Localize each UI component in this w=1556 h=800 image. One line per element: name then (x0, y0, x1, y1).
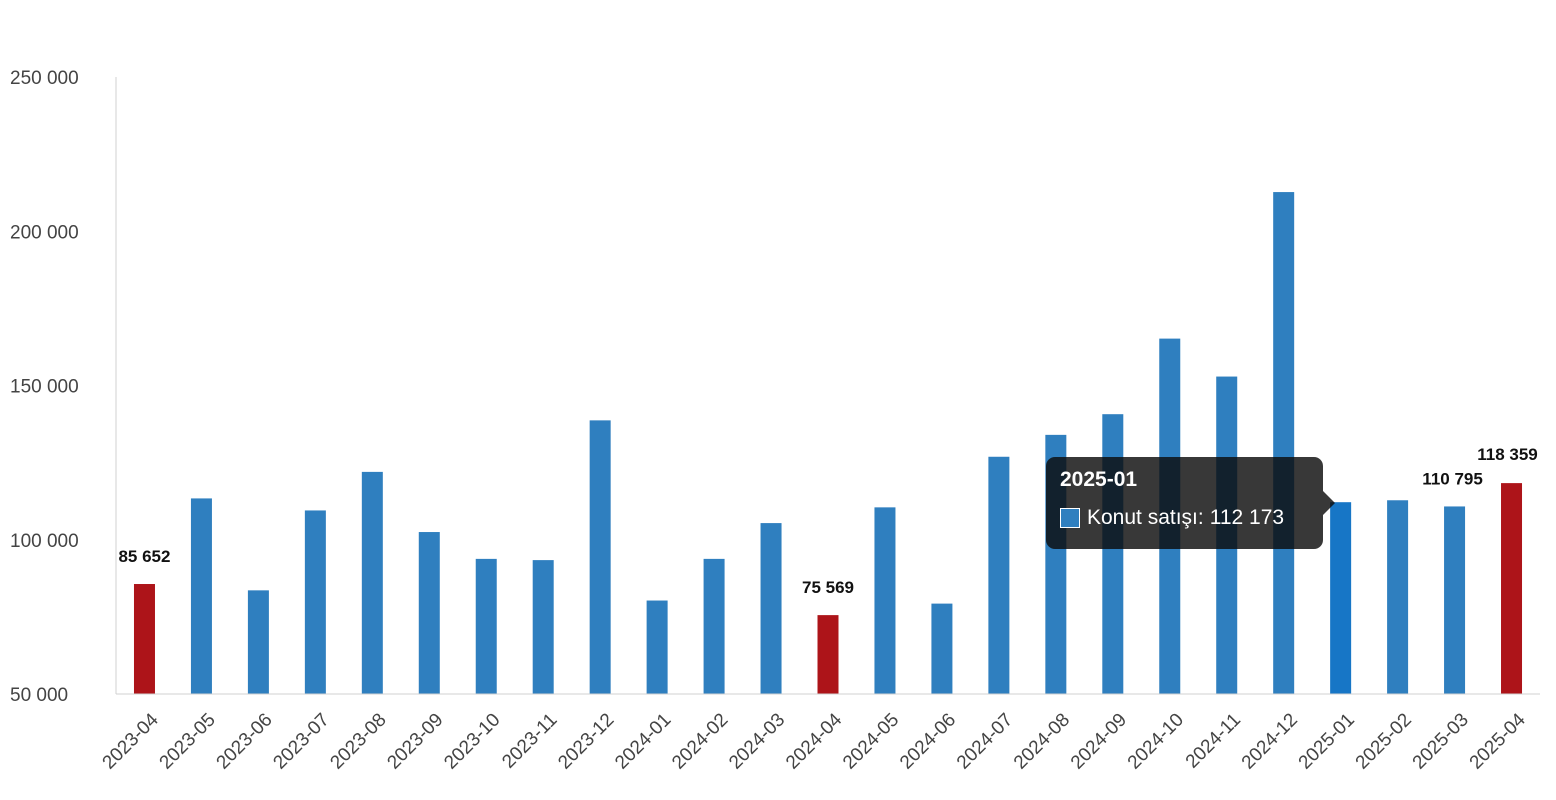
tooltip-row: Konut satışı: 112 173 (1060, 507, 1309, 529)
x-tick-label: 2023-04 (99, 709, 163, 773)
x-tick-label: 2024-02 (668, 709, 732, 773)
series-swatch-icon (1060, 508, 1080, 528)
tooltip-series-label: Konut satışı: (1087, 506, 1204, 529)
x-tick-label: 2024-04 (782, 709, 846, 773)
y-tick-label: 250 000 (10, 68, 79, 89)
bar-2024-06[interactable] (931, 603, 953, 694)
x-axis: 2023-042023-052023-062023-072023-082023-… (99, 693, 1540, 774)
x-tick-label: 2024-06 (896, 709, 960, 773)
x-tick-label: 2024-03 (725, 709, 789, 773)
bar-2025-01[interactable] (1330, 502, 1352, 694)
x-tick-label: 2023-11 (498, 709, 561, 772)
bar-2023-08[interactable] (361, 471, 383, 694)
x-tick-label: 2023-10 (440, 709, 504, 773)
bar-2023-11[interactable] (532, 560, 554, 694)
bar-2024-07[interactable] (988, 456, 1010, 694)
y-tick-label: 100 000 (10, 531, 79, 552)
x-tick-label: 2025-01 (1295, 709, 1359, 773)
bar-2024-02[interactable] (703, 558, 725, 694)
x-tick-label: 2023-09 (383, 709, 447, 773)
data-label-2025-03: 110 795 (1422, 469, 1483, 488)
tooltip-pointer (1323, 491, 1335, 515)
data-label-2024-04: 75 569 (802, 578, 854, 597)
x-tick-label: 2023-05 (156, 709, 220, 773)
x-tick-label: 2024-05 (839, 709, 903, 773)
x-tick-label: 2024-12 (1238, 709, 1302, 773)
bar-2024-03[interactable] (760, 523, 782, 694)
x-tick-label: 2023-12 (554, 709, 618, 773)
bar-2024-12[interactable] (1273, 192, 1295, 694)
x-tick-label: 2023-08 (326, 709, 390, 773)
x-tick-label: 2025-02 (1352, 709, 1416, 773)
data-label-2023-04: 85 652 (118, 547, 170, 566)
y-axis: 50 000 100 000 150 000 200 000 250 000 (10, 68, 117, 706)
x-tick-label: 2024-08 (1010, 709, 1074, 773)
bar-2024-04[interactable] (817, 615, 839, 694)
y-tick-label: 150 000 (10, 377, 79, 398)
bar-2023-06[interactable] (247, 590, 269, 694)
bar-2023-12[interactable] (589, 420, 611, 694)
y-tick-label: 50 000 (10, 685, 68, 706)
x-tick-label: 2024-01 (611, 709, 675, 773)
bar-2023-07[interactable] (304, 510, 326, 694)
data-labels: 85 652 75 569 110 795 118 359 (118, 445, 1537, 597)
x-tick-label: 2023-06 (213, 709, 277, 773)
bar-2025-02[interactable] (1387, 500, 1409, 694)
bar-2023-05[interactable] (190, 498, 212, 694)
chart-tooltip: 2025-01 Konut satışı: 112 173 (1046, 457, 1335, 549)
x-tick-label: 2023-07 (269, 709, 333, 773)
data-label-2025-04: 118 359 (1477, 445, 1538, 464)
x-tick-label: 2024-10 (1124, 709, 1188, 773)
bar-2023-04[interactable] (133, 584, 155, 694)
tooltip-title: 2025-01 (1060, 468, 1138, 491)
bar-2025-04[interactable] (1501, 483, 1523, 694)
bar-2023-09[interactable] (418, 532, 440, 694)
x-tick-label: 2024-09 (1067, 709, 1131, 773)
bar-2024-05[interactable] (874, 507, 896, 694)
bar-2024-01[interactable] (646, 600, 668, 694)
bar-2023-10[interactable] (475, 558, 497, 694)
x-tick-label: 2024-11 (1182, 709, 1245, 772)
x-tick-label: 2025-03 (1409, 709, 1473, 773)
bar-2025-03[interactable] (1444, 506, 1466, 694)
tooltip-value: 112 173 (1209, 506, 1285, 529)
x-tick-label: 2024-07 (953, 709, 1017, 773)
bars (133, 192, 1523, 694)
x-tick-label: 2025-04 (1466, 709, 1530, 773)
y-tick-label: 200 000 (10, 222, 79, 243)
